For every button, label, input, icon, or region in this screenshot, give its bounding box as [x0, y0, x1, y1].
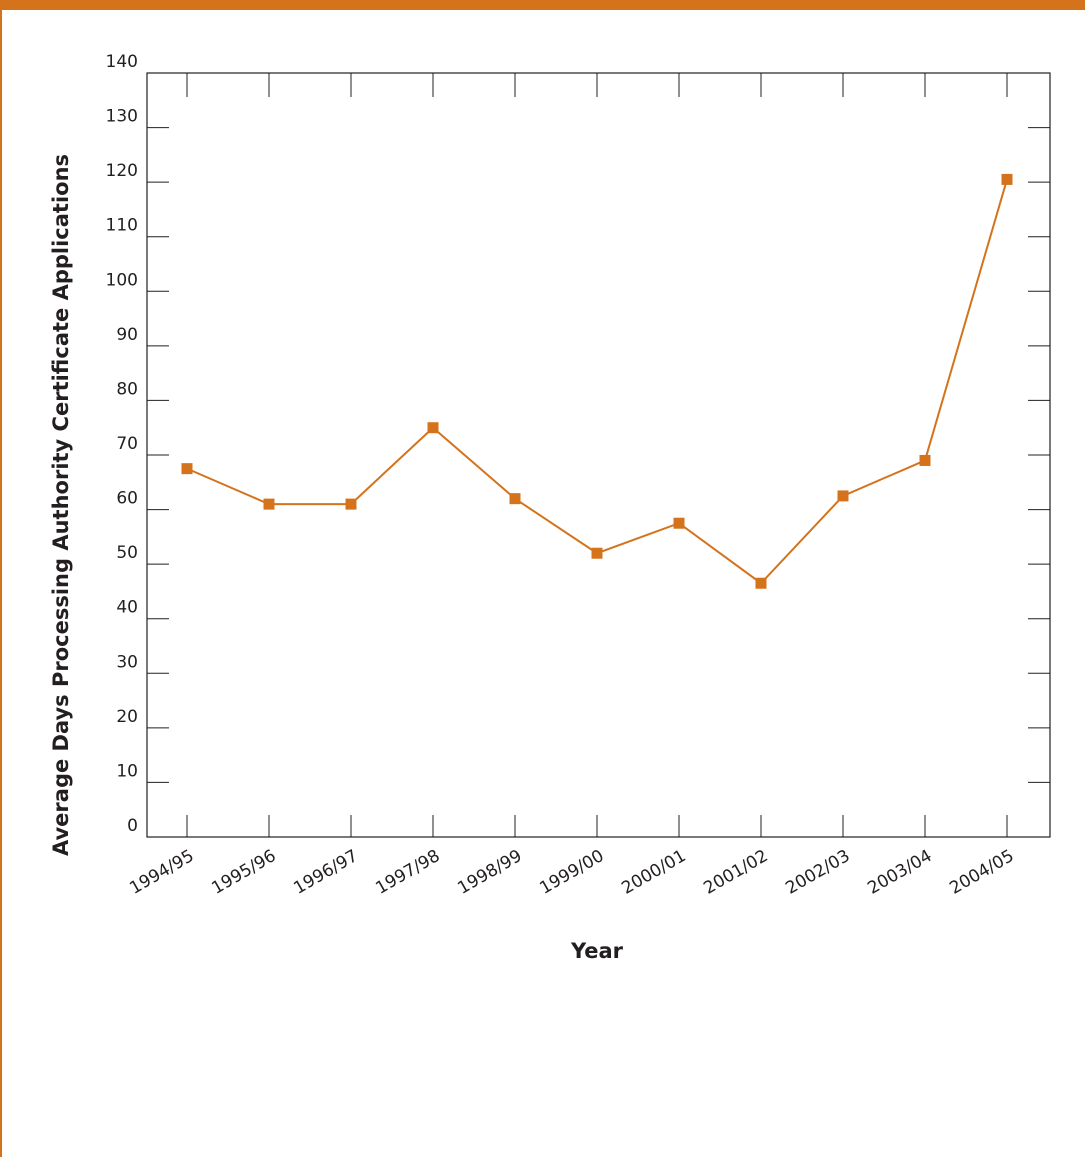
y-axis-right-ticks [1028, 127, 1050, 783]
series-line [186, 179, 1008, 585]
x-axis-tick-labels: 1994/95 1995/96 1996/97 1997/98 1998/99 1999/… [126, 846, 1017, 899]
data-point-marker [509, 493, 521, 505]
y-tick-label: 80 [116, 379, 138, 399]
y-tick-label: 50 [116, 543, 138, 563]
data-point-marker [673, 517, 685, 529]
top-accent-bar [0, 0, 1085, 10]
y-tick-label: 140 [106, 52, 138, 72]
left-accent-border [0, 10, 2, 1157]
data-point-marker [1001, 173, 1013, 185]
y-axis-left-ticks [147, 127, 169, 783]
y-tick-label: 10 [116, 761, 138, 781]
x-tick-label: 1997/98 [372, 846, 443, 899]
y-tick-label: 70 [116, 434, 138, 454]
y-tick-label: 90 [116, 325, 138, 345]
y-tick-label: 20 [116, 707, 138, 727]
data-point-marker [345, 498, 357, 510]
y-tick-label: 30 [116, 652, 138, 672]
y-axis-tick-labels: 0 10 20 30 40 50 60 70 80 90 100 110 120 130 140 [106, 52, 138, 836]
y-tick-label: 60 [116, 489, 138, 509]
data-point-marker [919, 454, 931, 466]
y-tick-label: 130 [106, 107, 138, 127]
x-tick-label: 1998/99 [454, 846, 525, 899]
x-tick-label: 1999/00 [536, 846, 607, 899]
y-tick-label: 40 [116, 598, 138, 618]
data-point-marker [427, 422, 439, 434]
data-point-marker [837, 490, 849, 502]
series-markers [181, 173, 1013, 589]
y-tick-label: 110 [106, 216, 138, 236]
data-point-marker [591, 547, 603, 559]
x-axis-top-ticks [186, 73, 1008, 97]
x-tick-label: 2004/05 [946, 846, 1017, 899]
x-tick-label: 2003/04 [864, 846, 935, 899]
x-axis-bottom-ticks [186, 815, 1008, 837]
data-point-marker [755, 577, 767, 589]
x-axis-title: Year [570, 939, 624, 963]
y-axis-title: Average Days Processing Authority Certif… [49, 154, 73, 856]
x-tick-label: 1996/97 [290, 846, 361, 899]
y-tick-label: 100 [106, 270, 138, 290]
y-tick-label: 0 [127, 816, 138, 836]
x-tick-label: 2002/03 [782, 846, 853, 899]
plot-frame [146, 72, 1051, 838]
data-point-marker [181, 463, 193, 475]
x-tick-label: 2000/01 [618, 846, 689, 899]
y-tick-label: 120 [106, 161, 138, 181]
x-tick-label: 1995/96 [208, 846, 279, 899]
x-tick-label: 1994/95 [126, 846, 197, 899]
data-point-marker [263, 498, 275, 510]
x-tick-label: 2001/02 [700, 846, 771, 899]
